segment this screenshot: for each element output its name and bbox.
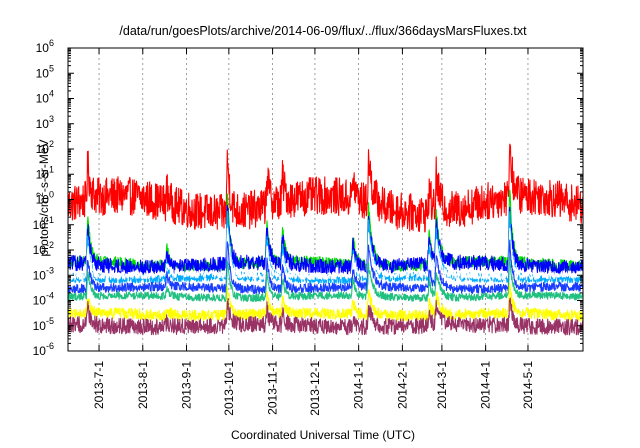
series-line-4	[67, 227, 584, 281]
series-line-6	[67, 256, 584, 303]
y-tick-base: 10	[33, 319, 47, 333]
y-tick-label: 10-5	[33, 316, 54, 333]
y-tick-exponent: -6	[46, 341, 54, 351]
y-tick-label: 106	[36, 38, 54, 55]
y-tick-label: 102	[36, 139, 54, 156]
y-tick-exponent: 4	[49, 89, 54, 99]
y-tick-base: 10	[33, 218, 47, 232]
axis-ticks: 10-610-510-410-310-210-11001011021031041…	[33, 38, 583, 416]
series-line-7	[67, 283, 584, 322]
x-tick-label: 2013-11-1	[266, 361, 280, 415]
chart-title: /data/run/goesPlots/archive/2014-06-09/f…	[119, 24, 527, 38]
x-tick-label: 2014-2-1	[395, 361, 409, 409]
x-tick-label: 2013-12-1	[308, 361, 322, 416]
y-tick-base: 10	[33, 243, 47, 257]
series-line-5	[67, 239, 584, 295]
y-tick-exponent: -1	[46, 215, 54, 225]
y-tick-label: 10-3	[33, 265, 54, 282]
y-tick-exponent: 2	[49, 139, 54, 149]
series-line-2	[67, 204, 584, 276]
y-tick-label: 101	[36, 164, 54, 181]
y-tick-label: 104	[36, 89, 54, 106]
y-tick-label: 10-2	[33, 240, 54, 257]
y-tick-exponent: -5	[46, 316, 54, 326]
x-tick-label: 2013-8-1	[136, 361, 150, 409]
x-tick-label: 2013-9-1	[180, 361, 194, 409]
y-tick-base: 10	[33, 294, 47, 308]
y-tick-base: 10	[36, 142, 50, 156]
y-tick-exponent: 0	[49, 190, 54, 200]
y-tick-label: 103	[36, 114, 54, 131]
y-tick-base: 10	[33, 344, 47, 358]
y-tick-label: 10-4	[33, 291, 54, 308]
y-tick-base: 10	[36, 167, 50, 181]
y-tick-label: 100	[36, 190, 54, 207]
y-tick-exponent: 3	[49, 114, 54, 124]
y-tick-label: 10-1	[33, 215, 54, 232]
x-tick-label: 2013-10-1	[222, 361, 236, 416]
y-axis-label: protons/cm2-s-sr-MeV	[35, 139, 51, 256]
x-tick-label: 2014-4-1	[479, 361, 493, 409]
x-tick-label: 2013-7-1	[92, 361, 106, 409]
x-tick-label: 2014-3-1	[435, 361, 449, 409]
y-tick-exponent: -2	[46, 240, 54, 250]
x-tick-label: 2014-1-1	[352, 361, 366, 409]
series-line-0	[67, 143, 584, 233]
x-tick-label: 2014-5-1	[521, 361, 535, 409]
series-line-8	[67, 297, 584, 336]
series-lines	[67, 143, 584, 336]
y-tick-base: 10	[36, 41, 50, 55]
y-tick-label: 105	[36, 63, 54, 80]
y-tick-exponent: 5	[49, 63, 54, 73]
y-tick-base: 10	[36, 193, 50, 207]
y-tick-exponent: -3	[46, 265, 54, 275]
y-tick-exponent: 6	[49, 38, 54, 48]
x-axis-label: Coordinated Universal Time (UTC)	[231, 428, 415, 442]
y-axis-label-main: protons/cm	[37, 197, 51, 256]
y-tick-base: 10	[36, 117, 50, 131]
y-tick-label: 10-6	[33, 341, 54, 358]
y-axis-label-units: -s-sr-MeV	[37, 139, 51, 192]
y-tick-exponent: -4	[46, 291, 54, 301]
y-tick-base: 10	[33, 268, 47, 282]
y-tick-exponent: 1	[49, 164, 54, 174]
y-tick-base: 10	[36, 66, 50, 80]
y-axis-label-superscript: 2	[35, 192, 45, 197]
y-tick-base: 10	[36, 92, 50, 106]
